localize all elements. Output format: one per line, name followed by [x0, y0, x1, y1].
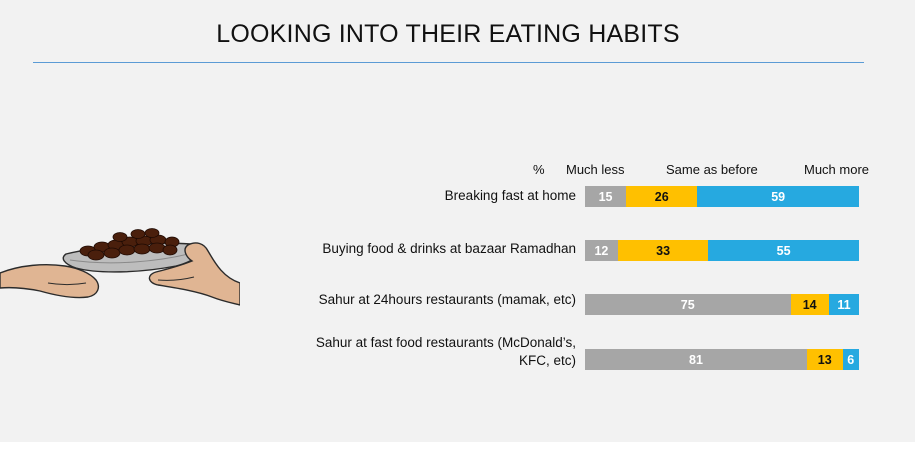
slide: LOOKING INTO THEIR EATING HABITS % Much … [0, 0, 915, 442]
bar-sahur-fast-food: 81 13 6 [585, 349, 859, 370]
bar-segment-much-more: 55 [708, 240, 859, 261]
bar-segment-much-more: 59 [697, 186, 859, 207]
dates-icon [79, 228, 180, 261]
bar-segment-same-as-before: 26 [626, 186, 698, 207]
left-hand-icon [0, 264, 100, 299]
bar-segment-much-less: 75 [585, 294, 791, 315]
bar-segment-same-as-before: 14 [790, 294, 829, 315]
legend-unit: % [533, 162, 545, 177]
category-label-4: Sahur at fast food restaurants (McDonald… [315, 335, 576, 368]
bar-breaking-fast-at-home: 15 26 59 [585, 186, 859, 207]
legend-much-less: Much less [566, 162, 625, 177]
bar-segment-much-more: 6 [842, 349, 859, 370]
right-hand-icon [148, 242, 240, 306]
category-label-1: Breaking fast at home [444, 188, 576, 203]
bar-segment-much-less: 12 [585, 240, 618, 261]
legend-much-more: Much more [804, 162, 870, 177]
bar-segment-same-as-before: 13 [806, 349, 843, 370]
bar-segment-much-less: 15 [585, 186, 627, 207]
category-label-3: Sahur at 24hours restaurants (mamak, etc… [318, 292, 576, 307]
bar-segment-much-more: 11 [828, 294, 859, 315]
legend-same-as-before: Same as before [666, 162, 758, 177]
bar-bazaar-ramadhan: 12 33 55 [585, 240, 859, 261]
dates-plate-illustration [0, 228, 240, 306]
page-title: LOOKING INTO THEIR EATING HABITS [216, 20, 680, 48]
bar-segment-same-as-before: 33 [617, 240, 709, 261]
category-label-2: Buying food & drinks at bazaar Ramadhan [322, 241, 576, 256]
bar-sahur-24hours: 75 14 11 [585, 294, 859, 315]
bar-segment-much-less: 81 [585, 349, 807, 370]
title-divider [33, 62, 864, 63]
